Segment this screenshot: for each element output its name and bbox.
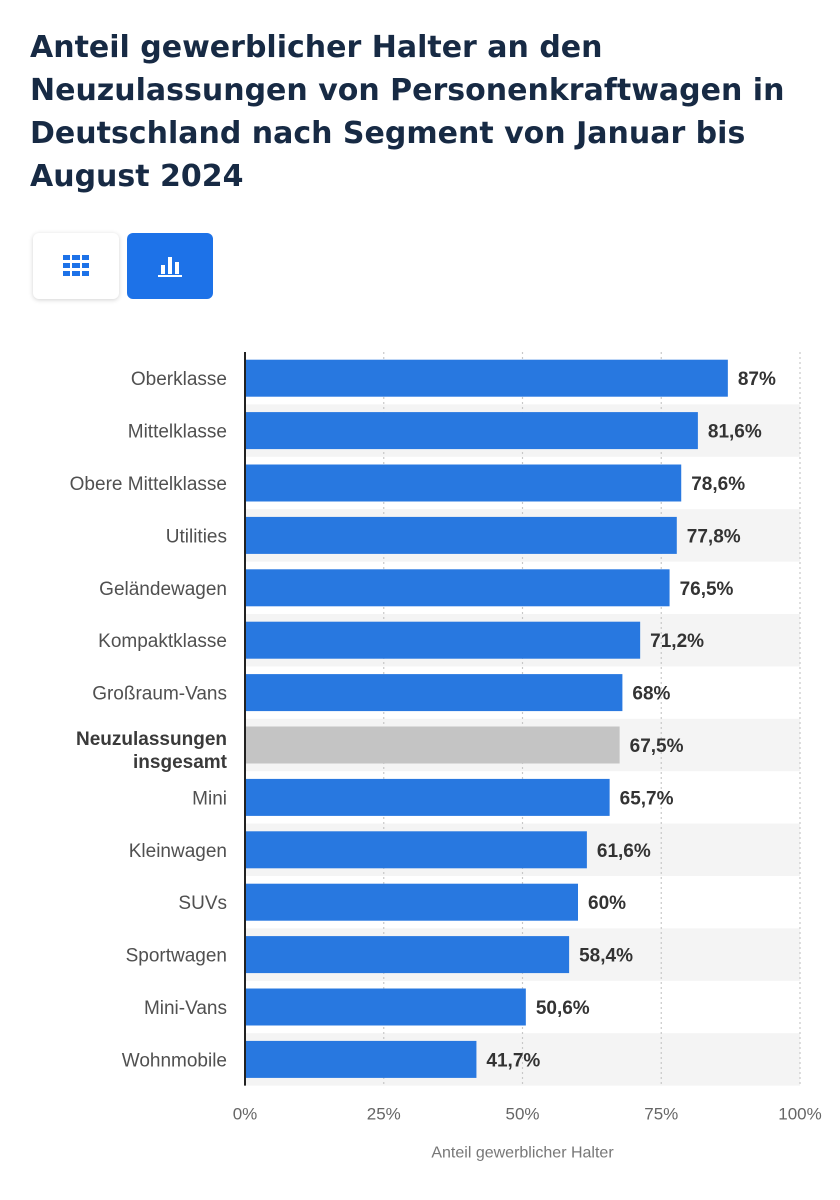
bar [245, 883, 578, 921]
value-label: 77,8% [687, 526, 741, 547]
value-label: 61,6% [597, 841, 651, 862]
bar [245, 778, 610, 816]
value-label: 76,5% [680, 579, 734, 600]
category-label: SUVs [178, 893, 227, 914]
value-label: 81,6% [708, 422, 762, 443]
category-label: Mittelklasse [128, 422, 227, 443]
bar-total [245, 726, 620, 764]
category-label-line: Geländewagen [99, 579, 227, 600]
category-label-line: Kleinwagen [129, 841, 227, 862]
category-label: Mini [192, 788, 227, 809]
bar [245, 988, 526, 1026]
value-label: 67,5% [630, 736, 684, 757]
category-label: Geländewagen [99, 579, 227, 600]
category-label-line: Wohnmobile [122, 1050, 227, 1071]
table-grid-icon [63, 255, 89, 276]
value-label: 68% [632, 684, 670, 705]
category-label: Kompaktklasse [98, 631, 227, 652]
category-label: Sportwagen [126, 946, 227, 967]
bar [245, 412, 698, 450]
bar [245, 359, 728, 397]
x-tick-label: 50% [505, 1105, 539, 1124]
category-label-line: Utilities [166, 526, 227, 547]
bar [245, 1040, 477, 1078]
x-tick-label: 25% [367, 1105, 401, 1124]
category-label-line: Großraum-Vans [92, 684, 227, 705]
category-label-line: Neuzulassungen [76, 729, 227, 750]
category-label-line: insgesamt [133, 752, 228, 773]
table-view-button[interactable] [33, 233, 119, 299]
category-label-line: Mittelklasse [128, 422, 227, 443]
category-label-line: SUVs [178, 893, 227, 914]
bar [245, 516, 677, 554]
value-label: 50,6% [536, 998, 590, 1019]
x-tick-label: 75% [644, 1105, 678, 1124]
category-label: Oberklasse [131, 369, 227, 390]
bar [245, 621, 641, 659]
category-label: Neuzulassungen insgesamt [76, 729, 228, 773]
bar-chart-icon [158, 257, 182, 277]
category-label-line: Mini-Vans [144, 998, 227, 1019]
value-label: 71,2% [650, 631, 704, 652]
category-label-line: Kompaktklasse [98, 631, 227, 652]
bar [245, 831, 587, 869]
category-label-line: Sportwagen [126, 946, 227, 967]
category-label-line: Obere Mittelklasse [70, 474, 227, 495]
chart-view-button[interactable] [127, 233, 213, 299]
x-axis-label: Anteil gewerblicher Halter [431, 1145, 614, 1162]
category-label: Großraum-Vans [92, 684, 227, 705]
bar [245, 936, 570, 974]
bar [245, 569, 670, 607]
bar-chart: 0% 25% 50% 75% 100% 87% Oberklasse 81,6% Mittelk… [70, 352, 822, 1162]
bar [245, 674, 623, 712]
x-tick-label: 0% [233, 1105, 258, 1124]
category-label: Kleinwagen [129, 841, 227, 862]
category-label: Obere Mittelklasse [70, 474, 227, 495]
value-label: 87% [738, 369, 776, 390]
value-label: 58,4% [579, 946, 633, 967]
category-label: Wohnmobile [122, 1050, 227, 1071]
value-label: 65,7% [620, 788, 674, 809]
page-title: Anteil gewerblicher Halter an den Neuzul… [30, 30, 785, 194]
value-label: 60% [588, 893, 626, 914]
bar [245, 464, 682, 502]
value-label: 41,7% [486, 1050, 540, 1071]
category-label-line: Oberklasse [131, 369, 227, 390]
category-label: Mini-Vans [144, 998, 227, 1019]
x-tick-label: 100% [778, 1105, 821, 1124]
value-label: 78,6% [691, 474, 745, 495]
category-label: Utilities [166, 526, 227, 547]
category-label-line: Mini [192, 788, 227, 809]
